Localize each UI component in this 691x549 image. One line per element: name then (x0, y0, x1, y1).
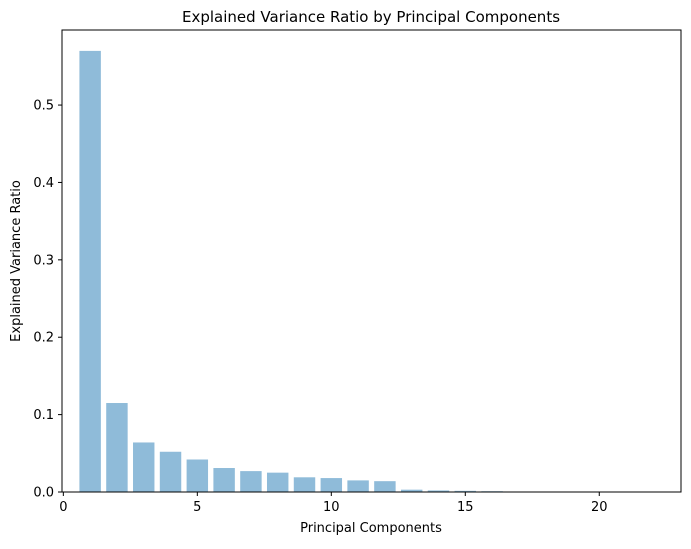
bar-pc-9 (294, 477, 315, 492)
x-axis-ticks: 0 5 10 15 20 (59, 492, 607, 515)
bar-pc-3 (133, 442, 154, 492)
bar-pc-5 (187, 460, 208, 493)
bar-pc-12 (374, 481, 395, 492)
y-axis-ticks: 0.0 0.1 0.2 0.3 0.4 0.5 (33, 99, 62, 501)
x-axis-title: Principal Components (300, 521, 442, 536)
x-tick-label-20: 20 (591, 500, 608, 515)
plot-frame (62, 30, 681, 492)
chart-title: Explained Variance Ratio by Principal Co… (182, 8, 560, 26)
y-tick-label-0.3: 0.3 (33, 253, 54, 268)
bar-pc-10 (321, 478, 342, 492)
bars-group (79, 51, 663, 492)
bar-pc-7 (240, 471, 261, 492)
bar-pc-1 (79, 51, 100, 492)
y-tick-label-0.0: 0.0 (33, 486, 54, 501)
bar-pc-4 (160, 452, 181, 492)
bar-pc-11 (347, 480, 368, 492)
bar-pc-8 (267, 473, 288, 492)
y-tick-label-0.5: 0.5 (33, 99, 54, 114)
y-tick-label-0.1: 0.1 (33, 408, 54, 423)
x-tick-label-0: 0 (59, 500, 67, 515)
y-tick-label-0.2: 0.2 (33, 331, 54, 346)
x-tick-label-5: 5 (193, 500, 201, 515)
bar-pc-2 (106, 403, 127, 492)
x-tick-label-15: 15 (457, 500, 474, 515)
y-axis-title: Explained Variance Ratio (9, 180, 24, 342)
bar-pc-6 (213, 468, 234, 492)
y-tick-label-0.4: 0.4 (33, 176, 54, 191)
x-tick-label-10: 10 (323, 500, 340, 515)
